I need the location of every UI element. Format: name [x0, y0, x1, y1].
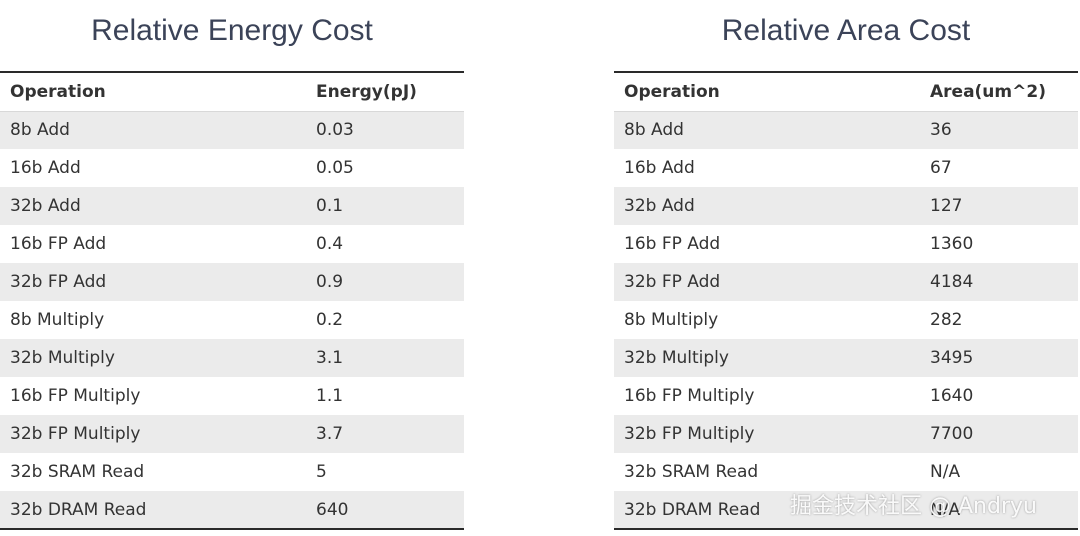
table-cell: 16b FP Add [10, 234, 107, 254]
table-cell: 16b FP Add [624, 234, 721, 254]
table-title: Relative Energy Cost [91, 14, 373, 47]
table-cell: 32b Add [624, 196, 695, 216]
table-body: 8b Add 36 16b Add 67 32b Add 127 16b FP Add 136… [614, 111, 1078, 529]
table-row: 32b SRAM Read N/A [614, 453, 1078, 491]
table-row: 32b FP Multiply 7700 [614, 415, 1078, 453]
table-row: 16b FP Add 1360 [614, 225, 1078, 263]
table-row: 32b DRAM Read 640 [0, 491, 464, 529]
table-cell: 0.2 [316, 310, 344, 330]
table-cell: 0.4 [316, 234, 344, 254]
table-cell: 32b SRAM Read [10, 462, 145, 482]
table-title: Relative Area Cost [721, 14, 971, 47]
table-row: 32b Multiply 3495 [614, 339, 1078, 377]
table-row: 16b FP Multiply 1.1 [0, 377, 464, 415]
table-head: Operation Energy(pJ) [0, 72, 464, 112]
table-cell: 0.03 [316, 120, 354, 141]
table-cell: 640 [316, 499, 349, 520]
table-row: 32b FP Multiply 3.7 [0, 415, 464, 453]
table-cell: 16b Add [10, 158, 81, 178]
table-cell: 32b FP Add [10, 272, 107, 292]
table-row: 32b Add 0.1 [0, 187, 464, 225]
table-cell: 0.1 [316, 196, 344, 216]
table-cell: 1640 [930, 386, 974, 406]
table-cell: 1.1 [316, 386, 344, 406]
table-row: 8b Multiply 0.2 [0, 301, 464, 339]
table-row: 8b Multiply 282 [614, 301, 1078, 339]
table-row: 32b SRAM Read 5 [0, 453, 464, 491]
table-cell: 8b Multiply [10, 310, 105, 330]
header-cell: Energy(pJ) [306, 72, 464, 112]
table-cell: N/A [930, 462, 961, 482]
table-cell: 4184 [930, 272, 974, 292]
table-cell: 5 [316, 462, 327, 482]
table-row: 16b Add 0.05 [0, 149, 464, 187]
table-cell: 3495 [930, 348, 974, 368]
header-cell: Area(um^2) [920, 72, 1078, 112]
table-cell: 36 [930, 120, 952, 141]
header-row: Operation Energy(pJ) [0, 72, 464, 112]
table-cell: 67 [930, 158, 952, 178]
table: Operation Energy(pJ) 8b Add 0.03 16b Add 0.05… [0, 71, 464, 530]
table-row: 32b FP Add 0.9 [0, 263, 464, 301]
table-body: 8b Add 0.03 16b Add 0.05 32b Add 0.1 16b FP Ad… [0, 111, 464, 529]
table-row: 32b Add 127 [614, 187, 1078, 225]
table-cell: 32b DRAM Read [624, 499, 761, 520]
table-cell: 8b Multiply [624, 310, 719, 330]
table-cell: 32b FP Add [624, 272, 721, 292]
table-cell: 32b Add [10, 196, 81, 216]
table-row: 32b FP Add 4184 [614, 263, 1078, 301]
table-cell: N/A [930, 499, 961, 520]
table-cell: 0.9 [316, 272, 344, 292]
table-row: 32b DRAM Read N/A [614, 491, 1078, 529]
table-cell: 16b FP Multiply [10, 386, 141, 406]
header-row: Operation Area(um^2) [614, 72, 1078, 112]
table-row: 16b Add 67 [614, 149, 1078, 187]
table-cell: 32b Multiply [624, 348, 729, 368]
table-cell: 32b FP Multiply [624, 424, 755, 444]
table-cell: 32b Multiply [10, 348, 115, 368]
table-cell: 3.1 [316, 348, 344, 368]
header-cell: Operation [614, 72, 920, 112]
table-cell: 1360 [930, 234, 974, 254]
table-row: 32b Multiply 3.1 [0, 339, 464, 377]
table-cell: 3.7 [316, 424, 344, 444]
table-cell: 16b FP Multiply [624, 386, 755, 406]
table-cell: 32b SRAM Read [624, 462, 759, 482]
table-cell: 8b Add [624, 120, 684, 141]
table-cell: 32b DRAM Read [10, 499, 147, 520]
header-cell: Operation [0, 72, 306, 112]
table-cell: 16b Add [624, 158, 695, 178]
table: Operation Area(um^2) 8b Add 36 16b Add 67 32b … [614, 71, 1078, 530]
table-head: Operation Area(um^2) [614, 72, 1078, 112]
table-row: 16b FP Multiply 1640 [614, 377, 1078, 415]
table-cell: 282 [930, 310, 963, 330]
table-row: 8b Add 0.03 [0, 111, 464, 149]
table-cell: 32b FP Multiply [10, 424, 141, 444]
watermark: 掘金技术社区 @ Andryu [790, 494, 1037, 519]
table-cell: 0.05 [316, 158, 354, 178]
table-row: 8b Add 36 [614, 111, 1078, 149]
table-row: 16b FP Add 0.4 [0, 225, 464, 263]
table-cell: 127 [930, 196, 963, 216]
table-cell: 8b Add [10, 120, 70, 141]
table-cell: 7700 [930, 424, 974, 444]
